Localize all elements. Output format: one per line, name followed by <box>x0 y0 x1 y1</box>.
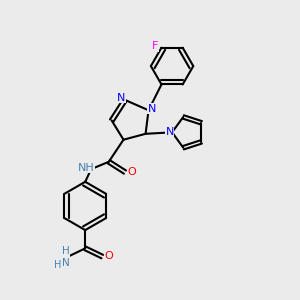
Text: H
N: H N <box>62 246 70 268</box>
Text: H: H <box>54 260 61 270</box>
Text: N: N <box>117 93 126 103</box>
Text: N: N <box>148 104 156 114</box>
Text: O: O <box>104 251 113 261</box>
Text: O: O <box>127 167 136 177</box>
Text: N: N <box>166 127 174 137</box>
Text: NH: NH <box>77 163 94 173</box>
Text: F: F <box>152 41 158 51</box>
